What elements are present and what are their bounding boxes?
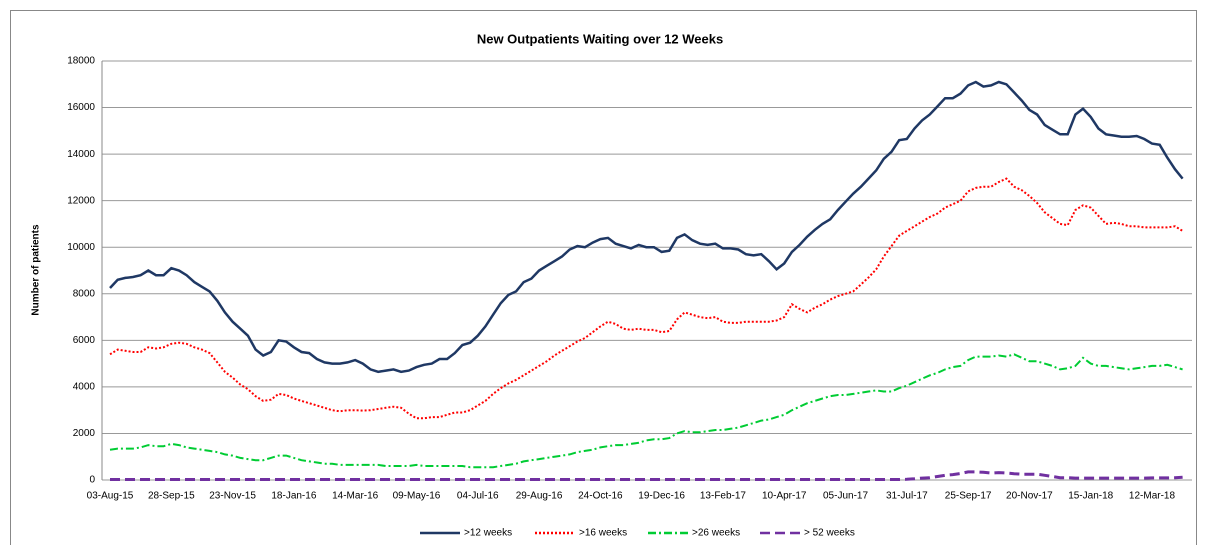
chart-title: New Outpatients Waiting over 12 Weeks (477, 31, 723, 46)
series-line (110, 470, 1183, 481)
y-tick-label: 0 (89, 475, 95, 486)
x-tick-label: 19-Dec-16 (638, 491, 685, 502)
y-tick-label: 14000 (67, 149, 95, 160)
y-tick-label: 12000 (67, 195, 95, 206)
y-tick-label: 16000 (67, 102, 95, 113)
legend-label: >16 weeks (579, 528, 627, 539)
legend-label: > 52 weeks (804, 528, 855, 539)
y-tick-label: 8000 (73, 288, 96, 299)
y-tick-label: 18000 (67, 56, 95, 67)
x-tick-label: 24-Oct-16 (578, 491, 623, 502)
x-tick-label: 15-Jan-18 (1068, 491, 1113, 502)
x-tick-label: 23-Nov-15 (209, 491, 256, 502)
x-tick-label: 04-Jul-16 (457, 491, 499, 502)
series-line (109, 353, 1183, 469)
x-tick-label: 05-Jun-17 (823, 491, 868, 502)
x-tick-label: 31-Jul-17 (886, 491, 928, 502)
x-tick-label: 18-Jan-16 (271, 491, 316, 502)
y-tick-label: 6000 (73, 335, 96, 346)
x-tick-label: 13-Feb-17 (700, 491, 747, 502)
y-tick-label: 10000 (67, 242, 95, 253)
x-tick-label: 29-Aug-16 (516, 491, 563, 502)
x-tick-label: 03-Aug-15 (87, 491, 134, 502)
x-tick-label: 12-Mar-18 (1129, 491, 1176, 502)
x-tick-label: 20-Nov-17 (1006, 491, 1053, 502)
chart-border (10, 10, 1197, 545)
x-tick-label: 10-Apr-17 (762, 491, 807, 502)
x-tick-label: 25-Sep-17 (945, 491, 992, 502)
y-tick-label: 4000 (73, 382, 96, 393)
legend-label: >12 weeks (464, 528, 512, 539)
x-tick-label: 09-May-16 (393, 491, 441, 502)
series-line (109, 80, 1184, 374)
x-tick-label: 14-Mar-16 (332, 491, 379, 502)
series-line (109, 177, 1184, 420)
legend-label: >26 weeks (692, 528, 740, 539)
x-tick-label: 28-Sep-15 (148, 491, 195, 502)
y-axis-label: Number of patients (31, 224, 42, 316)
y-tick-label: 2000 (73, 428, 96, 439)
